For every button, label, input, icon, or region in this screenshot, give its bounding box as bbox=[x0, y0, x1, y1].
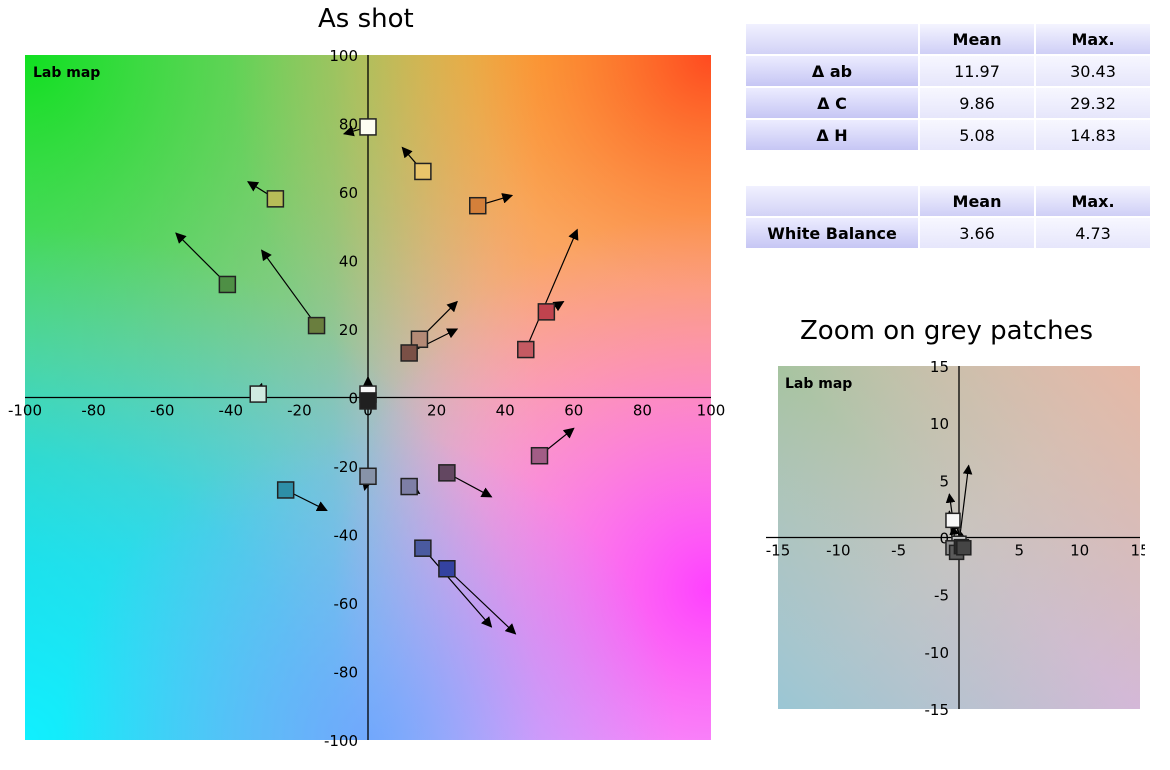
x-tick-label: -60 bbox=[150, 402, 175, 420]
row-label: Δ H bbox=[746, 120, 918, 150]
main-tick-labels: -100 -80 -60 -40 -20 0 20 40 60 80 100 -100 -80 -60 -4… bbox=[8, 47, 725, 750]
x-tick-label: 5 bbox=[1015, 542, 1025, 560]
patch-marker bbox=[414, 162, 432, 181]
y-tick-label: 40 bbox=[339, 253, 358, 271]
x-tick-label: -40 bbox=[219, 402, 244, 420]
error-vector bbox=[525, 228, 579, 350]
y-tick-label: 15 bbox=[930, 358, 949, 376]
y-tick-label: -15 bbox=[925, 701, 950, 719]
y-tick-label: 0 bbox=[348, 390, 358, 408]
y-tick-label: -5 bbox=[934, 587, 949, 605]
delta-stats-table: Mean Max. Δ ab 11.97 30.43 Δ C 9.86 29.3… bbox=[744, 22, 1152, 152]
y-tick-label: 5 bbox=[939, 472, 949, 490]
table-header-row: Mean Max. bbox=[746, 24, 1150, 54]
patch-marker bbox=[438, 560, 456, 578]
max-value: 29.32 bbox=[1036, 88, 1150, 118]
x-tick-label: 10 bbox=[1070, 542, 1089, 560]
max-header: Max. bbox=[1036, 186, 1150, 216]
table-row: White Balance 3.66 4.73 bbox=[746, 218, 1150, 248]
y-tick-label: 60 bbox=[339, 184, 358, 202]
error-vector bbox=[422, 547, 493, 628]
y-tick-label: 100 bbox=[329, 47, 358, 65]
patch-marker bbox=[945, 512, 961, 529]
main-lab-chart: Lab map -100 -80 -60 -40 -20 0 20 40 60 80 100-100… bbox=[8, 47, 725, 750]
table-row: Δ H 5.08 14.83 bbox=[746, 120, 1150, 150]
main-map-label: Lab map bbox=[33, 65, 100, 81]
table-row: Δ C 9.86 29.32 bbox=[746, 88, 1150, 118]
x-tick-label: 40 bbox=[496, 402, 515, 420]
patch-marker bbox=[359, 467, 377, 486]
patch-marker bbox=[410, 330, 429, 349]
mean-value: 5.08 bbox=[920, 120, 1034, 150]
y-tick-label: 0 bbox=[939, 530, 949, 548]
patch-marker bbox=[249, 385, 267, 403]
x-tick-label: 20 bbox=[427, 402, 446, 420]
patch-marker bbox=[414, 539, 432, 557]
x-tick-label: 0 bbox=[363, 402, 373, 420]
mean-value: 9.86 bbox=[920, 88, 1034, 118]
patch-marker bbox=[359, 118, 377, 136]
patch-marker bbox=[438, 464, 456, 482]
max-value: 14.83 bbox=[1036, 120, 1150, 150]
max-value: 4.73 bbox=[1036, 218, 1150, 248]
x-tick-label: -20 bbox=[287, 402, 312, 420]
row-label: Δ ab bbox=[746, 56, 918, 86]
y-tick-label: -40 bbox=[334, 527, 359, 545]
row-label: Δ C bbox=[746, 88, 918, 118]
x-tick-label: 80 bbox=[633, 402, 652, 420]
y-tick-label: 20 bbox=[339, 321, 358, 339]
error-vector bbox=[958, 464, 973, 544]
x-tick-label: -100 bbox=[8, 402, 42, 420]
max-header: Max. bbox=[1036, 24, 1150, 54]
patch-marker bbox=[530, 446, 549, 465]
y-tick-label: -20 bbox=[334, 458, 359, 476]
row-label: White Balance bbox=[746, 218, 918, 248]
error-vector bbox=[261, 249, 318, 326]
x-tick-label: -5 bbox=[891, 542, 906, 560]
patch-marker bbox=[400, 344, 418, 362]
patch-marker bbox=[400, 477, 418, 496]
y-tick-label: -80 bbox=[334, 664, 359, 682]
zoom-patches bbox=[945, 464, 973, 561]
table-header-row: Mean Max. bbox=[746, 186, 1150, 216]
y-tick-label: -100 bbox=[324, 732, 358, 750]
mean-value: 3.66 bbox=[920, 218, 1034, 248]
x-tick-label: 60 bbox=[564, 402, 583, 420]
y-tick-label: -10 bbox=[925, 644, 950, 662]
white-balance-table: Mean Max. White Balance 3.66 4.73 bbox=[744, 184, 1152, 250]
error-vector bbox=[446, 568, 517, 635]
zoom-map-label: Lab map bbox=[785, 376, 852, 392]
zoom-chart-title: Zoom on grey patches bbox=[800, 316, 1094, 346]
mean-header: Mean bbox=[920, 186, 1034, 216]
main-patches bbox=[175, 118, 579, 635]
mean-header: Mean bbox=[920, 24, 1034, 54]
x-tick-label: -80 bbox=[81, 402, 106, 420]
y-tick-label: -60 bbox=[334, 595, 359, 613]
patch-marker bbox=[266, 190, 285, 208]
patch-marker bbox=[517, 340, 535, 359]
y-tick-label: 10 bbox=[930, 415, 949, 433]
patch-marker bbox=[276, 481, 295, 499]
table-corner-cell bbox=[746, 186, 918, 216]
table-row: Δ ab 11.97 30.43 bbox=[746, 56, 1150, 86]
patch-marker bbox=[537, 303, 556, 321]
mean-value: 11.97 bbox=[920, 56, 1034, 86]
patch-marker bbox=[956, 540, 972, 556]
patch-marker bbox=[359, 392, 377, 410]
table-corner-cell bbox=[746, 24, 918, 54]
x-tick-label: 100 bbox=[697, 402, 726, 420]
patch-marker bbox=[218, 275, 237, 294]
x-tick-label: 15 bbox=[1130, 542, 1145, 560]
main-chart-title: As shot bbox=[318, 4, 414, 34]
x-tick-label: -15 bbox=[766, 542, 791, 560]
patch-marker bbox=[469, 196, 487, 215]
patch-marker bbox=[307, 316, 326, 335]
max-value: 30.43 bbox=[1036, 56, 1150, 86]
x-tick-label: -10 bbox=[826, 542, 851, 560]
